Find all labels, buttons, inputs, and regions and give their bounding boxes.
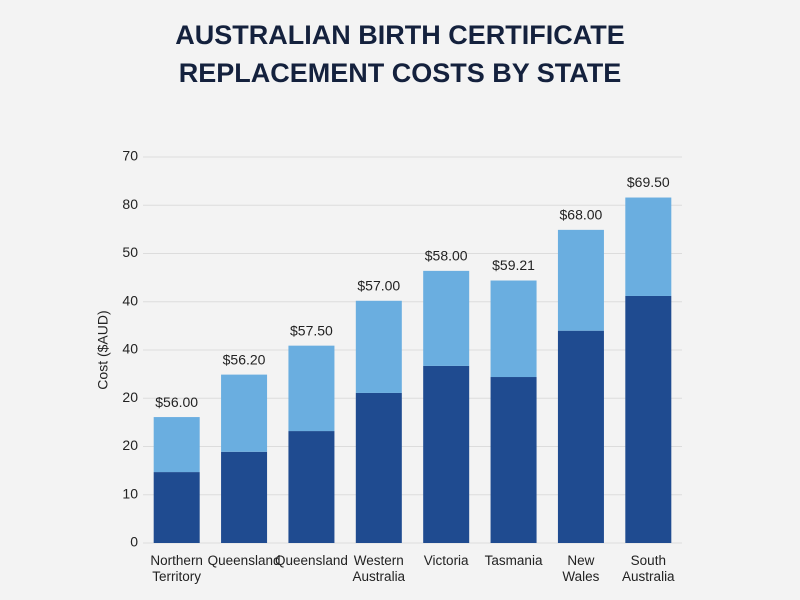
- y-tick-label: 10: [122, 485, 138, 501]
- y-tick-label: 0: [130, 534, 138, 550]
- bar-segment: [221, 374, 268, 452]
- bar-segment: [153, 417, 200, 473]
- x-tick-label: Tasmania: [484, 553, 543, 568]
- bar-segment: [288, 431, 335, 543]
- y-tick-label: 80: [122, 196, 138, 212]
- bar-segment: [557, 330, 604, 543]
- y-tick-label: 20: [122, 437, 138, 453]
- chart-title: AUSTRALIAN BIRTH CERTIFICATE REPLACEMENT…: [175, 20, 625, 88]
- x-tick-label: Victoria: [423, 553, 469, 568]
- x-tick-label: Queensland: [207, 553, 281, 568]
- bar-label: $56.00: [155, 394, 198, 410]
- y-tick-label: 40: [122, 292, 138, 308]
- bar-label: $59.21: [492, 257, 535, 273]
- bar-label: $56.20: [223, 351, 266, 367]
- bar-label: $57.50: [290, 322, 333, 338]
- bar-label: $57.00: [357, 277, 400, 293]
- bar-segment: [557, 229, 604, 331]
- bar-segment: [625, 295, 672, 543]
- x-tick-label: Western Australia: [352, 553, 406, 584]
- bar-segment: [355, 392, 402, 543]
- y-tick-label: 40: [122, 341, 138, 357]
- bar-segment: [490, 280, 537, 378]
- bar-label: $58.00: [425, 248, 468, 264]
- y-tick-label: 20: [122, 389, 138, 405]
- bar-segment: [355, 300, 402, 393]
- bar-segment: [153, 472, 200, 543]
- bar-label: $68.00: [560, 207, 603, 223]
- bar-segment: [288, 345, 335, 432]
- bar-segment: [423, 365, 470, 543]
- y-axis-label: Cost ($AUD): [95, 310, 111, 389]
- x-tick-label: Northern Territory: [150, 553, 203, 584]
- y-tick-label: 70: [122, 148, 138, 164]
- bar-segment: [221, 451, 268, 543]
- bar-segment: [423, 270, 470, 366]
- x-tick-label: South Australia: [622, 553, 675, 584]
- x-tick-label: New Wales: [562, 553, 600, 584]
- x-tick-label: Queensland: [275, 553, 348, 568]
- bar-segment: [490, 377, 537, 543]
- y-tick-label: 50: [122, 244, 138, 260]
- bar-segment: [625, 197, 672, 296]
- bar-label: $69.50: [627, 174, 670, 190]
